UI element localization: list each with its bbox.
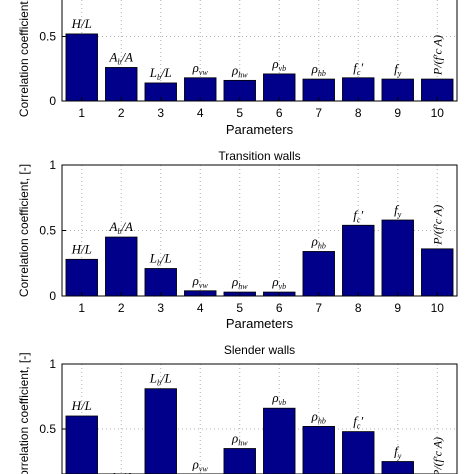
- x-tick-label: 4: [197, 106, 204, 120]
- bar-9: [381, 461, 414, 474]
- y-tick-label: 0: [49, 289, 56, 303]
- bar-label: ρhb: [311, 233, 326, 250]
- y-tick-label: 0: [49, 94, 56, 108]
- bar-label: ρvb: [271, 390, 286, 407]
- bar-label: Lb/L: [149, 371, 172, 388]
- bar-label: P/(f′c A): [430, 437, 444, 474]
- bar-label: Lb/L: [149, 65, 172, 82]
- bar-1: [65, 33, 98, 102]
- y-tick-label: 1: [49, 357, 56, 371]
- bar-label: ρvw: [192, 273, 209, 290]
- x-tick-label: 8: [355, 106, 362, 120]
- bar-label: H/L: [71, 16, 92, 31]
- panel-title: Slender walls: [224, 343, 295, 357]
- chart-panel-1: H/L Ab/A Lb/L ρvw ρhw ρvb ρhb fc′ fy P/(f′c A) 0 0.…: [17, 0, 458, 137]
- x-tick-label: 5: [236, 301, 243, 315]
- bar-label: fc′: [353, 207, 363, 224]
- bar-label: fc′: [353, 60, 363, 77]
- bar-label: ρvb: [271, 274, 286, 291]
- chart-panel-3: H/L Ab/A Lb/L ρvw ρhw ρvb ρhb fc′ fy P/(f′c A) 0.5…: [17, 343, 458, 474]
- axis-box: [61, 0, 458, 102]
- bar-label: Ab/A: [108, 219, 133, 236]
- x-tick-label: 7: [315, 301, 322, 315]
- bar-label: P/(f′c A): [430, 35, 444, 76]
- x-tick-label: 3: [157, 106, 164, 120]
- x-axis-label: Parameters: [226, 122, 294, 137]
- x-tick-label: 7: [315, 106, 322, 120]
- bar-label: H/L: [71, 241, 92, 256]
- x-tick-label: 10: [431, 106, 445, 120]
- bar-1: [65, 258, 98, 297]
- bar-label: ρvw: [192, 457, 209, 474]
- bar-label: Ab/A: [108, 470, 133, 474]
- bar-7: [302, 251, 335, 297]
- x-tick-label: 2: [118, 301, 125, 315]
- bar-6: [263, 407, 296, 474]
- y-tick-label: 0.5: [39, 422, 56, 436]
- bar-label: H/L: [71, 398, 92, 413]
- bar-1: [65, 415, 98, 474]
- panel-title: Transition walls: [218, 149, 300, 163]
- x-tick-label: 1: [78, 106, 85, 120]
- bar-label: P/(f′c A): [430, 205, 444, 246]
- x-tick-label: 9: [394, 106, 401, 120]
- x-axis-label: Parameters: [226, 316, 294, 331]
- bar-label: fy: [394, 61, 402, 78]
- bar-label: ρhb: [311, 408, 326, 425]
- bar-label: Ab/A: [108, 49, 133, 66]
- x-tick-label: 2: [118, 106, 125, 120]
- x-tick-label: 10: [431, 301, 445, 315]
- y-axis-label: Correlation coefficient, [-]: [17, 0, 31, 117]
- bar-label: fc′: [353, 414, 363, 431]
- axis-box: [61, 363, 458, 474]
- bar-label: ρvb: [271, 56, 286, 73]
- bar-2: [105, 67, 138, 102]
- x-tick-label: 5: [236, 106, 243, 120]
- bar-8: [342, 431, 375, 474]
- bar-5: [223, 448, 256, 474]
- y-axis-label: Correlation coefficient, [-]: [17, 164, 31, 297]
- bar-label: ρhw: [231, 274, 248, 291]
- bar-6: [263, 73, 296, 102]
- x-tick-label: 9: [394, 301, 401, 315]
- bar-label: fy: [394, 202, 402, 219]
- x-tick-label: 8: [355, 301, 362, 315]
- bar-8: [342, 224, 375, 297]
- bar-3: [144, 268, 177, 297]
- y-axis-label: Correlation coefficient, [-]: [17, 352, 31, 474]
- bar-2: [105, 236, 138, 297]
- y-tick-label: 1: [49, 158, 56, 172]
- bar-label: Lb/L: [149, 250, 172, 267]
- bar-label: ρvw: [192, 60, 209, 77]
- x-tick-label: 6: [276, 106, 283, 120]
- y-tick-label: 0.5: [39, 224, 56, 238]
- x-tick-label: 3: [157, 301, 164, 315]
- chart-panel-2: H/L Ab/A Lb/L ρvw ρhw ρvb ρhb fc′ fy P/(f′c A) 0 0.…: [17, 149, 458, 331]
- x-tick-label: 4: [197, 301, 204, 315]
- bar-10: [421, 248, 454, 297]
- x-tick-label: 1: [78, 301, 85, 315]
- bar-9: [381, 219, 414, 297]
- y-tick-label: 0.5: [39, 30, 56, 44]
- bar-label: fy: [394, 444, 402, 461]
- x-tick-label: 6: [276, 301, 283, 315]
- bar-3: [144, 388, 177, 474]
- bar-7: [302, 425, 335, 474]
- bar-label: ρhw: [231, 431, 248, 448]
- bar-label: ρhb: [311, 61, 326, 78]
- bar-label: ρhw: [231, 62, 248, 79]
